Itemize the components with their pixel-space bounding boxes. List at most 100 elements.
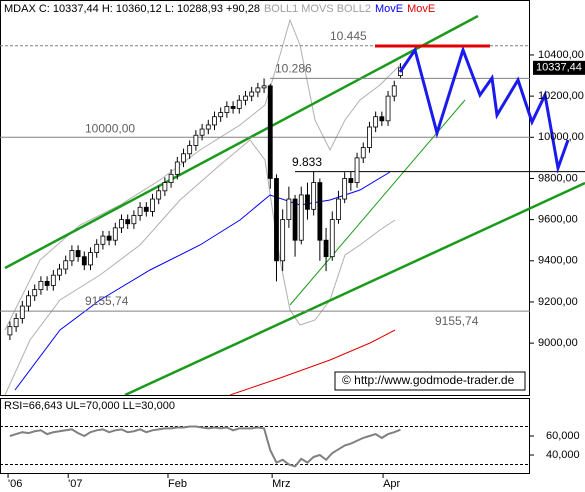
legend-entry: BOLL1 MOVS BOLL2 [264,3,371,15]
y-tick-label: 10400,00 [538,49,584,61]
candle-body [224,106,230,113]
trend-channel-upper [4,14,479,270]
candle-body [323,239,329,258]
candle-body [44,280,50,286]
candle-body [298,194,304,241]
candle-body [212,116,217,126]
candle-body [19,305,25,319]
candle-body [193,134,199,146]
candle-body [162,182,168,192]
candle-body [32,289,38,297]
candle-body [348,178,354,183]
annotation-label: 9155,74 [435,314,479,328]
candle-body [336,198,341,221]
candle-body [280,219,286,262]
annotation-label: 10.286 [275,62,312,76]
candle-body [360,147,366,159]
candle-body [63,260,69,270]
candle-body [125,219,131,225]
candle-body [143,206,149,212]
legend: MDAX C: 10337,44 H: 10360,12 L: 10288,93… [4,3,435,15]
candle-body [218,112,224,118]
y-tick-label: 10200,00 [538,90,584,102]
candle-body [181,153,186,163]
legend-entry: MovE [375,3,403,15]
candle-body [69,250,75,262]
candle-body [230,106,236,109]
legend-entry: MDAX C: 10337,44 H: 10360,12 L: 10288,93… [4,3,260,15]
annotation-label: 10.445 [330,29,367,43]
y-tick-label: 9200,00 [538,296,578,308]
x-tick-label: Feb [168,478,187,490]
candle-body [354,157,360,183]
candle-body [329,219,335,258]
candle-body [137,206,143,216]
candle-body [112,227,118,241]
candle-body [75,250,81,258]
candle-body [94,243,100,253]
candle-body [342,178,348,200]
candle-body [243,95,248,101]
candle-body [174,161,180,175]
y-tick-label: 9400,00 [538,255,578,267]
candle-body [267,85,273,179]
rsi-y-tick-label: 40,000 [546,449,580,461]
candle-body [236,99,242,109]
candle-body [286,198,292,221]
forecast-path [398,45,570,174]
bollinger-upper [4,18,401,331]
source: © http://www.godmode-trader.de [342,373,515,387]
candle-body [100,235,106,245]
candle-body [106,235,112,241]
candle-body [292,198,298,241]
candle-body [38,280,44,291]
trend-channel-lower [124,181,585,395]
candle-body [57,268,62,276]
candle-body [50,274,56,286]
candle-body [131,215,137,225]
candle-body [373,116,379,128]
candle-body [385,95,391,122]
annotation-label: 9.833 [292,155,322,169]
moving-average-blue [14,171,391,391]
candle-body [150,198,155,212]
annotation-label: 9155,74 [85,294,129,308]
bollinger-lower [4,139,396,395]
x-tick-label: '07 [68,478,82,490]
candle-body [205,124,211,130]
candle-body [317,182,323,241]
rsi-panel [0,398,530,474]
y-tick-label: 9000,00 [538,337,578,349]
candle-body [311,182,317,210]
x-tick-label: '06 [8,478,22,490]
candle-body [391,85,397,97]
last-price-box [533,60,585,75]
annotation-label: 10000,00 [85,121,135,135]
main-panel [0,0,530,396]
candle-body [187,145,193,155]
y-tick-label: 9800,00 [538,172,578,184]
candle-body [81,256,87,266]
moving-average-red [229,329,396,395]
candle-body [199,128,205,136]
candle-body [13,318,19,328]
candle-body [274,178,279,262]
legend-entry: MovE [407,3,435,15]
candle-body [249,91,255,97]
candle-body [168,173,174,183]
x-tick-label: Mrz [272,478,290,490]
candle-body [7,326,13,336]
x-tick-label: Apr [383,478,400,490]
candle-body [379,116,385,122]
candle-body [156,190,162,200]
candle-body [367,126,372,148]
rsi-line [9,425,401,468]
candle-body [26,295,31,307]
source-box [334,371,526,391]
candle-body [261,85,267,89]
y-tick-label: 9600,00 [538,214,578,226]
candle-body [255,87,261,93]
candle-body [88,252,93,266]
